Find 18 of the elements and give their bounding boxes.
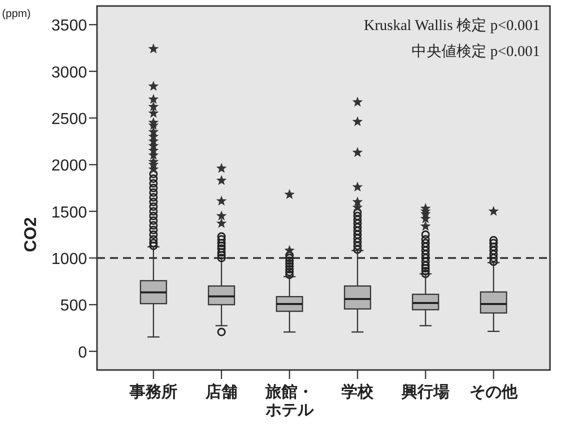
text: (ppm) bbox=[2, 8, 31, 20]
y-tick-label: 1500 bbox=[51, 204, 88, 222]
x-tick-label: 興行場 bbox=[400, 383, 450, 401]
y-tick-label: 2000 bbox=[51, 158, 88, 175]
y-tick-label: 0 bbox=[78, 344, 88, 362]
x-tick-label: その他 bbox=[470, 383, 519, 401]
y-tick-label: 500 bbox=[60, 298, 88, 315]
annotation: Kruskal Wallis 検定 p<0.001 bbox=[364, 17, 540, 34]
x-tick-label: 旅館・ホテル bbox=[264, 383, 314, 419]
y-axis-title: CO2 bbox=[21, 217, 40, 252]
y-tick-label: 2500 bbox=[51, 111, 88, 128]
annotation: 中央値検定 p<0.001 bbox=[412, 43, 540, 60]
x-tick-label: 学校 bbox=[342, 383, 375, 401]
x-tick-label: 事務所 bbox=[128, 383, 178, 401]
y-tick-label: 1000 bbox=[51, 251, 88, 268]
y-tick-label: 3000 bbox=[51, 64, 88, 82]
x-tick-label: 店舗 bbox=[204, 382, 238, 401]
y-tick-label: 3500 bbox=[51, 18, 88, 35]
